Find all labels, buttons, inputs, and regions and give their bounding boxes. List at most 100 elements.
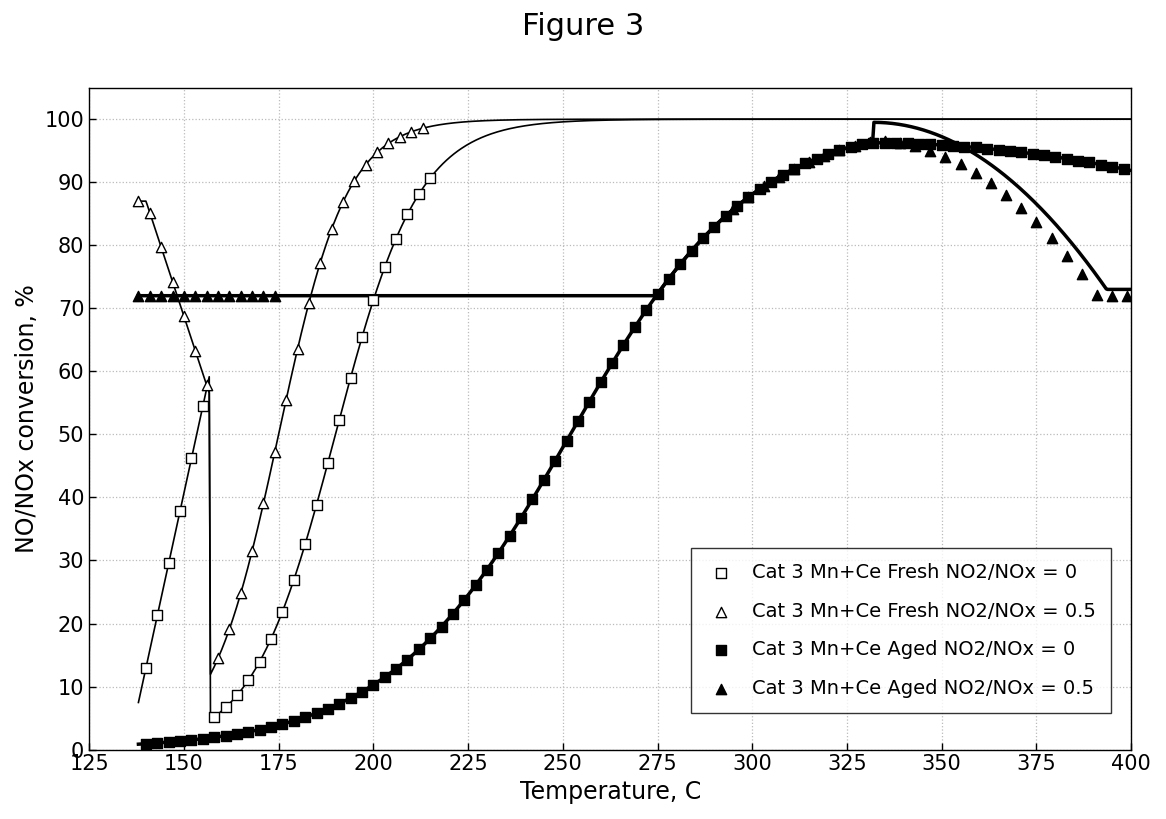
Cat 3 Mn+Ce Fresh NO2/NOx = 0.5 [391,130,409,143]
Cat 3 Mn+Ce Fresh NO2/NOx = 0.5 [345,174,364,188]
Cat 3 Mn+Ce Aged NO2/NOx = 0.5 [209,289,227,302]
Point [1118,289,1137,302]
Cat 3 Mn+Ce Aged NO2/NOx = 0 [603,357,621,370]
Cat 3 Mn+Ce Aged NO2/NOx = 0 [728,200,746,213]
Point [800,156,819,169]
Cat 3 Mn+Ce Aged NO2/NOx = 0 [443,607,462,620]
Cat 3 Mn+Ce Fresh NO2/NOx = 0.5 [185,344,204,357]
Cat 3 Mn+Ce Aged NO2/NOx = 0 [387,663,406,676]
Cat 3 Mn+Ce Aged NO2/NOx = 0.5 [163,289,182,302]
Cat 3 Mn+Ce Aged NO2/NOx = 0 [909,138,928,151]
Point [936,150,955,163]
Cat 3 Mn+Ce Fresh NO2/NOx = 0 [170,505,189,518]
Cat 3 Mn+Ce Aged NO2/NOx = 0 [785,162,803,175]
Cat 3 Mn+Ce Aged NO2/NOx = 0.5 [254,289,273,302]
Cat 3 Mn+Ce Fresh NO2/NOx = 0 [216,701,234,714]
Cat 3 Mn+Ce Aged NO2/NOx = 0 [819,147,837,161]
Cat 3 Mn+Ce Aged NO2/NOx = 0 [285,714,303,727]
Cat 3 Mn+Ce Aged NO2/NOx = 0 [455,593,473,606]
Cat 3 Mn+Ce Fresh NO2/NOx = 0.5 [402,125,421,138]
Cat 3 Mn+Ce Aged NO2/NOx = 0 [148,736,167,749]
Cat 3 Mn+Ce Aged NO2/NOx = 0 [489,546,507,559]
Point [785,162,803,175]
Cat 3 Mn+Ce Aged NO2/NOx = 0 [852,137,871,150]
Cat 3 Mn+Ce Aged NO2/NOx = 0 [318,702,337,715]
Cat 3 Mn+Ce Aged NO2/NOx = 0.5 [220,289,239,302]
Cat 3 Mn+Ce Fresh NO2/NOx = 0 [148,609,167,622]
Cat 3 Mn+Ce Aged NO2/NOx = 0 [1069,154,1088,167]
Cat 3 Mn+Ce Fresh NO2/NOx = 0.5 [129,195,148,208]
Cat 3 Mn+Ce Aged NO2/NOx = 0 [421,632,440,645]
Cat 3 Mn+Ce Aged NO2/NOx = 0 [227,727,246,740]
Cat 3 Mn+Ce Aged NO2/NOx = 0 [330,697,349,710]
Point [1027,216,1046,229]
Cat 3 Mn+Ce Fresh NO2/NOx = 0.5 [322,223,340,236]
Cat 3 Mn+Ce Aged NO2/NOx = 0 [352,686,371,699]
Cat 3 Mn+Ce Fresh NO2/NOx = 0 [330,414,349,427]
Cat 3 Mn+Ce Fresh NO2/NOx = 0 [352,331,371,344]
Cat 3 Mn+Ce Aged NO2/NOx = 0 [512,511,531,524]
Cat 3 Mn+Ce Aged NO2/NOx = 0 [614,338,633,351]
Point [1058,249,1076,262]
Cat 3 Mn+Ce Aged NO2/NOx = 0 [625,321,644,334]
Point [724,202,743,215]
Cat 3 Mn+Ce Fresh NO2/NOx = 0.5 [231,587,250,600]
Cat 3 Mn+Ce Aged NO2/NOx = 0 [569,414,588,428]
Cat 3 Mn+Ce Fresh NO2/NOx = 0.5 [300,296,318,310]
Cat 3 Mn+Ce Aged NO2/NOx = 0 [796,157,815,170]
Point [906,140,925,153]
Cat 3 Mn+Ce Aged NO2/NOx = 0 [557,434,576,447]
Cat 3 Mn+Ce Aged NO2/NOx = 0 [205,731,224,744]
Point [967,166,985,179]
Cat 3 Mn+Ce Fresh NO2/NOx = 0.5 [254,497,273,510]
Point [921,144,940,157]
Cat 3 Mn+Ce Aged NO2/NOx = 0 [648,287,667,301]
Cat 3 Mn+Ce Aged NO2/NOx = 0 [716,210,735,223]
Point [997,188,1016,201]
Cat 3 Mn+Ce Aged NO2/NOx = 0 [534,473,553,486]
Cat 3 Mn+Ce Aged NO2/NOx = 0 [876,136,894,149]
Cat 3 Mn+Ce Fresh NO2/NOx = 0.5 [220,622,239,636]
Cat 3 Mn+Ce Aged NO2/NOx = 0 [160,735,178,749]
Cat 3 Mn+Ce Aged NO2/NOx = 0 [694,232,712,245]
Cat 3 Mn+Ce Aged NO2/NOx = 0 [739,191,758,204]
Cat 3 Mn+Ce Aged NO2/NOx = 0.5 [243,289,261,302]
Cat 3 Mn+Ce Fresh NO2/NOx = 0 [285,573,303,586]
Cat 3 Mn+Ce Aged NO2/NOx = 0.5 [266,289,285,302]
Cat 3 Mn+Ce Aged NO2/NOx = 0.5 [185,289,204,302]
Cat 3 Mn+Ce Aged NO2/NOx = 0 [251,723,269,736]
Cat 3 Mn+Ce Aged NO2/NOx = 0 [478,563,497,576]
Cat 3 Mn+Ce Aged NO2/NOx = 0.5 [129,289,148,302]
Point [845,139,864,152]
Cat 3 Mn+Ce Aged NO2/NOx = 0 [967,141,985,154]
Cat 3 Mn+Ce Fresh NO2/NOx = 0.5 [276,393,295,406]
Cat 3 Mn+Ce Fresh NO2/NOx = 0.5 [175,310,194,323]
Point [754,180,773,193]
Cat 3 Mn+Ce Aged NO2/NOx = 0.5 [231,289,250,302]
Cat 3 Mn+Ce Aged NO2/NOx = 0 [409,643,428,656]
Cat 3 Mn+Ce Aged NO2/NOx = 0.5 [140,289,159,302]
Cat 3 Mn+Ce Fresh NO2/NOx = 0 [398,208,416,221]
Cat 3 Mn+Ce Aged NO2/NOx = 0 [705,220,724,233]
Cat 3 Mn+Ce Fresh NO2/NOx = 0.5 [266,446,285,459]
Text: Figure 3: Figure 3 [522,12,644,41]
Point [951,158,970,171]
Cat 3 Mn+Ce Aged NO2/NOx = 0 [466,578,485,591]
Cat 3 Mn+Ce Aged NO2/NOx = 0 [375,671,394,684]
Cat 3 Mn+Ce Fresh NO2/NOx = 0 [205,710,224,723]
Cat 3 Mn+Ce Fresh NO2/NOx = 0.5 [333,196,352,209]
Cat 3 Mn+Ce Fresh NO2/NOx = 0.5 [243,545,261,558]
Cat 3 Mn+Ce Aged NO2/NOx = 0 [239,726,258,739]
Cat 3 Mn+Ce Aged NO2/NOx = 0 [682,244,701,257]
Cat 3 Mn+Ce Aged NO2/NOx = 0 [1058,152,1076,165]
Cat 3 Mn+Ce Aged NO2/NOx = 0 [978,142,997,155]
Cat 3 Mn+Ce Aged NO2/NOx = 0 [1103,161,1122,174]
Cat 3 Mn+Ce Fresh NO2/NOx = 0 [296,537,315,550]
Cat 3 Mn+Ce Aged NO2/NOx = 0.5 [152,289,170,302]
Cat 3 Mn+Ce Aged NO2/NOx = 0 [580,395,598,408]
Cat 3 Mn+Ce Aged NO2/NOx = 0 [1000,144,1019,157]
Point [1103,289,1122,302]
Point [1088,288,1107,301]
Cat 3 Mn+Ce Aged NO2/NOx = 0 [170,735,189,748]
Point [891,137,909,150]
